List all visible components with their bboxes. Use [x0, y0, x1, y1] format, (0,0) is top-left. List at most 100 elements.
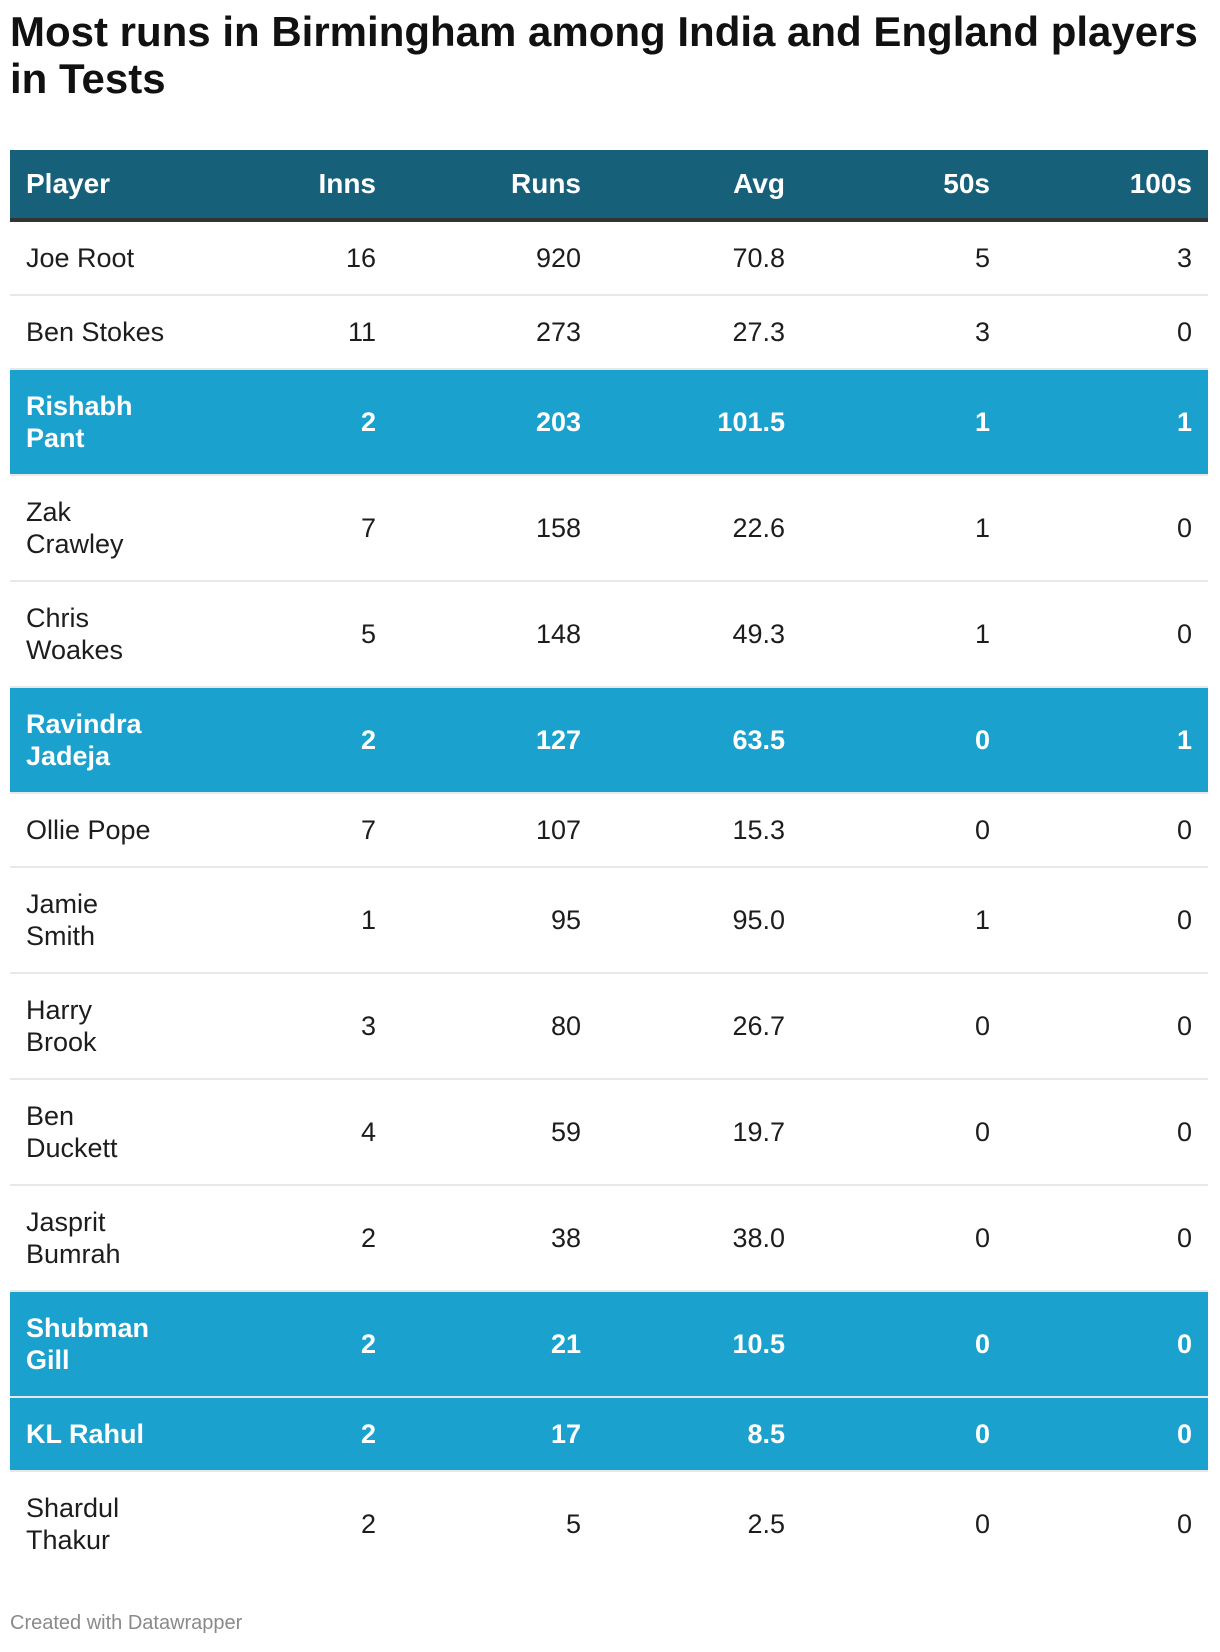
runs-cell: 95 — [376, 867, 581, 974]
footer-credit: Created with Datawrapper — [10, 1612, 243, 1634]
column-header-avg[interactable]: Avg — [581, 150, 785, 222]
fifties-cell: 0 — [785, 793, 990, 868]
runs-cell: 38 — [376, 1185, 581, 1292]
hundreds-cell: 0 — [990, 295, 1208, 370]
fifties-cell: 0 — [785, 687, 990, 794]
hundreds-cell: 0 — [990, 475, 1208, 582]
inns-cell: 16 — [210, 220, 376, 296]
hundreds-cell: 0 — [990, 1185, 1208, 1292]
table-row: Ravindra Jadeja 2 127 63.5 0 1 — [10, 687, 1208, 794]
table-row: Harry Brook 3 80 26.7 0 0 — [10, 973, 1208, 1080]
player-cell: Ben Duckett — [10, 1079, 210, 1186]
table-row: Rishabh Pant 2 203 101.5 1 1 — [10, 369, 1208, 476]
table-header-row: Player Inns Runs Avg 50s 100s — [10, 150, 1208, 222]
runs-cell: 203 — [376, 369, 581, 476]
player-cell: Jasprit Bumrah — [10, 1185, 210, 1292]
runs-cell: 17 — [376, 1397, 581, 1472]
inns-cell: 11 — [210, 295, 376, 370]
table-row: Joe Root 16 920 70.8 5 3 — [10, 220, 1208, 296]
player-cell: KL Rahul — [10, 1397, 210, 1472]
column-header-inns[interactable]: Inns — [210, 150, 376, 222]
inns-cell: 2 — [210, 687, 376, 794]
column-header-100s[interactable]: 100s — [990, 150, 1208, 222]
avg-cell: 49.3 — [581, 581, 785, 688]
runs-cell: 5 — [565, 1509, 581, 1539]
hundreds-cell: 1 — [990, 687, 1208, 794]
column-header-player[interactable]: Player — [10, 150, 210, 222]
fifties-cell: 0 — [974, 1509, 990, 1539]
hundreds-cell: 0 — [1176, 1509, 1192, 1539]
table-row: KL Rahul 2 17 8.5 0 0 — [10, 1397, 1208, 1472]
fifties-cell: 1 — [785, 867, 990, 974]
runs-cell: 158 — [376, 475, 581, 582]
player-cell: Chris Woakes — [10, 581, 210, 688]
inns-cell: 3 — [210, 973, 376, 1080]
hundreds-cell: 3 — [990, 220, 1208, 296]
inns-cell: 2 — [360, 1509, 376, 1539]
avg-cell: 19.7 — [581, 1079, 785, 1186]
inns-cell: 7 — [210, 475, 376, 582]
fifties-cell: 0 — [785, 1079, 990, 1186]
runs-cell: 920 — [376, 220, 581, 296]
avg-cell: 101.5 — [581, 369, 785, 476]
hundreds-cell: 0 — [990, 1291, 1208, 1398]
fifties-cell: 0 — [785, 973, 990, 1080]
runs-cell: 107 — [376, 793, 581, 868]
fifties-cell: 1 — [785, 475, 990, 582]
fifties-cell: 0 — [785, 1185, 990, 1292]
inns-cell: 4 — [210, 1079, 376, 1186]
runs-table: Player Inns Runs Avg 50s 100s Joe Root 16… — [10, 150, 1208, 1576]
inns-cell: 2 — [210, 369, 376, 476]
player-cell: Shardul Thakur — [26, 1493, 120, 1555]
inns-cell: 2 — [210, 1397, 376, 1472]
column-header-runs[interactable]: Runs — [376, 150, 581, 222]
player-cell: Ben Stokes — [10, 295, 210, 370]
avg-cell: 95.0 — [581, 867, 785, 974]
inns-cell: 2 — [210, 1291, 376, 1398]
hundreds-cell: 0 — [990, 1397, 1208, 1472]
player-cell: Ravindra Jadeja — [10, 687, 210, 794]
player-cell: Shubman Gill — [10, 1291, 210, 1398]
inns-cell: 7 — [210, 793, 376, 868]
runs-cell: 148 — [376, 581, 581, 688]
table-row: Chris Woakes 5 148 49.3 1 0 — [10, 581, 1208, 688]
runs-cell: 59 — [376, 1079, 581, 1186]
table-row: Jasprit Bumrah 2 38 38.0 0 0 — [10, 1185, 1208, 1292]
hundreds-cell: 0 — [990, 973, 1208, 1080]
fifties-cell: 3 — [785, 295, 990, 370]
player-cell: Ollie Pope — [10, 793, 210, 868]
runs-cell: 80 — [376, 973, 581, 1080]
table-row: Shubman Gill 2 21 10.5 0 0 — [10, 1291, 1208, 1398]
avg-cell: 22.6 — [581, 475, 785, 582]
avg-cell: 2.5 — [747, 1509, 785, 1539]
hundreds-cell: 0 — [990, 1079, 1208, 1186]
avg-cell: 8.5 — [581, 1397, 785, 1472]
runs-cell: 273 — [376, 295, 581, 370]
table-row: Jamie Smith 1 95 95.0 1 0 — [10, 867, 1208, 974]
hundreds-cell: 0 — [990, 581, 1208, 688]
hundreds-cell: 0 — [990, 793, 1208, 868]
player-cell: Zak Crawley — [10, 475, 210, 582]
table-row: Ben Duckett 4 59 19.7 0 0 — [10, 1079, 1208, 1186]
inns-cell: 5 — [210, 581, 376, 688]
avg-cell: 70.8 — [581, 220, 785, 296]
avg-cell: 26.7 — [581, 973, 785, 1080]
inns-cell: 1 — [210, 867, 376, 974]
player-cell: Harry Brook — [10, 973, 210, 1080]
table-row: Ollie Pope 7 107 15.3 0 0 — [10, 793, 1208, 868]
avg-cell: 63.5 — [581, 687, 785, 794]
player-cell: Jamie Smith — [10, 867, 210, 974]
fifties-cell: 0 — [785, 1291, 990, 1398]
table-row: Shardul Thakur 2 5 2.5 0 0 — [10, 1471, 1208, 1576]
avg-cell: 27.3 — [581, 295, 785, 370]
column-header-50s[interactable]: 50s — [785, 150, 990, 222]
hundreds-cell: 1 — [990, 369, 1208, 476]
runs-cell: 127 — [376, 687, 581, 794]
fifties-cell: 5 — [785, 220, 990, 296]
page-title: Most runs in Birmingham among India and … — [10, 8, 1198, 102]
avg-cell: 38.0 — [581, 1185, 785, 1292]
fifties-cell: 1 — [785, 369, 990, 476]
player-cell: Rishabh Pant — [10, 369, 210, 476]
player-cell: Joe Root — [10, 220, 210, 296]
avg-cell: 15.3 — [581, 793, 785, 868]
